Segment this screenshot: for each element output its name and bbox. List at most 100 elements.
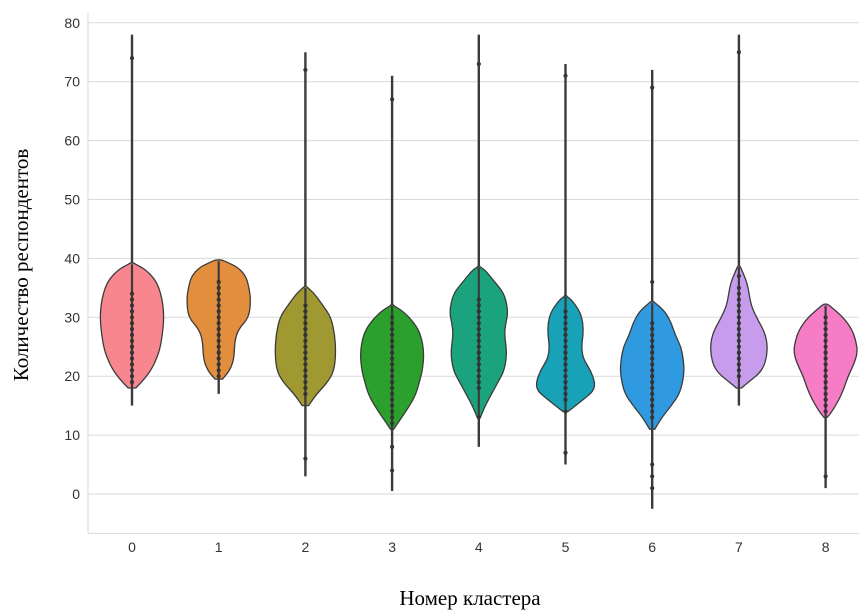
data-point bbox=[129, 350, 135, 355]
data-point bbox=[650, 338, 655, 343]
data-point bbox=[390, 391, 395, 396]
violin-cluster-5 bbox=[535, 64, 596, 465]
data-point bbox=[823, 391, 828, 396]
data-point bbox=[303, 332, 308, 338]
data-point bbox=[650, 368, 655, 373]
y-tick-label: 80 bbox=[64, 15, 80, 31]
data-point bbox=[563, 450, 568, 455]
data-point bbox=[650, 85, 655, 90]
data-point bbox=[563, 321, 568, 326]
data-point bbox=[823, 356, 828, 361]
data-point bbox=[390, 444, 395, 449]
data-point bbox=[563, 397, 568, 402]
violin-cluster-0 bbox=[99, 34, 165, 406]
data-point bbox=[823, 338, 828, 343]
data-point bbox=[476, 321, 481, 326]
data-point bbox=[476, 297, 481, 302]
data-point bbox=[390, 415, 395, 420]
data-point bbox=[736, 374, 742, 379]
data-point bbox=[736, 338, 742, 343]
data-point bbox=[563, 344, 568, 349]
data-point bbox=[303, 326, 308, 332]
data-point bbox=[823, 344, 828, 349]
x-tick-label: 2 bbox=[302, 539, 310, 555]
data-point bbox=[129, 321, 135, 326]
data-point bbox=[823, 409, 828, 414]
data-point bbox=[303, 374, 308, 379]
data-point bbox=[736, 332, 742, 338]
y-tick-label: 50 bbox=[64, 192, 80, 208]
data-point bbox=[390, 379, 395, 385]
data-point bbox=[563, 315, 568, 320]
data-point bbox=[650, 385, 655, 391]
data-point bbox=[216, 279, 221, 285]
data-point bbox=[476, 315, 481, 320]
data-point bbox=[650, 362, 655, 367]
data-point bbox=[129, 56, 135, 61]
data-point bbox=[650, 415, 655, 420]
y-tick-label: 0 bbox=[72, 486, 80, 502]
data-point bbox=[303, 303, 308, 308]
data-point bbox=[650, 462, 655, 467]
x-tick-label: 0 bbox=[128, 539, 136, 555]
data-point bbox=[736, 273, 742, 279]
violin-cluster-8 bbox=[793, 303, 858, 489]
data-point bbox=[390, 385, 395, 391]
data-point bbox=[736, 350, 742, 355]
violin-cluster-7 bbox=[710, 34, 768, 406]
data-point bbox=[823, 385, 828, 391]
data-point bbox=[650, 486, 655, 491]
data-point bbox=[129, 374, 135, 379]
data-point bbox=[563, 409, 568, 414]
data-point bbox=[563, 309, 568, 314]
data-point bbox=[736, 303, 742, 308]
data-point bbox=[650, 279, 655, 285]
data-point bbox=[303, 350, 308, 355]
data-point bbox=[823, 474, 828, 479]
data-point bbox=[736, 50, 742, 55]
data-point bbox=[390, 397, 395, 402]
data-point bbox=[129, 338, 135, 343]
data-point bbox=[476, 356, 481, 361]
data-point bbox=[476, 350, 481, 355]
data-point bbox=[216, 332, 221, 338]
data-point bbox=[563, 350, 568, 355]
data-point bbox=[390, 326, 395, 332]
data-point bbox=[216, 285, 221, 290]
data-point bbox=[129, 368, 135, 373]
data-point bbox=[303, 356, 308, 361]
data-point bbox=[823, 332, 828, 338]
violin-cluster-4 bbox=[449, 34, 509, 447]
data-point bbox=[303, 338, 308, 343]
data-point bbox=[303, 362, 308, 367]
violin-cluster-6 bbox=[619, 69, 685, 509]
data-point bbox=[563, 338, 568, 343]
y-axis-title: Количество респондентов bbox=[9, 149, 33, 382]
x-tick-label: 7 bbox=[735, 539, 743, 555]
data-point bbox=[476, 379, 481, 385]
data-point bbox=[476, 303, 481, 308]
data-point bbox=[303, 368, 308, 373]
data-point bbox=[129, 291, 135, 296]
data-point bbox=[563, 385, 568, 391]
data-point bbox=[823, 403, 828, 408]
data-point bbox=[216, 368, 221, 373]
data-point bbox=[736, 297, 742, 302]
data-point bbox=[736, 344, 742, 349]
data-point bbox=[736, 291, 742, 296]
data-point bbox=[736, 368, 742, 373]
data-point bbox=[476, 362, 481, 367]
data-point bbox=[823, 397, 828, 402]
data-point bbox=[650, 321, 655, 326]
data-point bbox=[650, 374, 655, 379]
y-tick-label: 40 bbox=[64, 250, 80, 266]
data-point bbox=[216, 374, 221, 379]
data-point bbox=[736, 321, 742, 326]
data-point bbox=[650, 344, 655, 349]
y-tick-label: 20 bbox=[64, 368, 80, 384]
data-point bbox=[650, 409, 655, 414]
y-tick-label: 70 bbox=[64, 74, 80, 90]
data-point bbox=[216, 356, 221, 361]
data-point bbox=[129, 303, 135, 308]
